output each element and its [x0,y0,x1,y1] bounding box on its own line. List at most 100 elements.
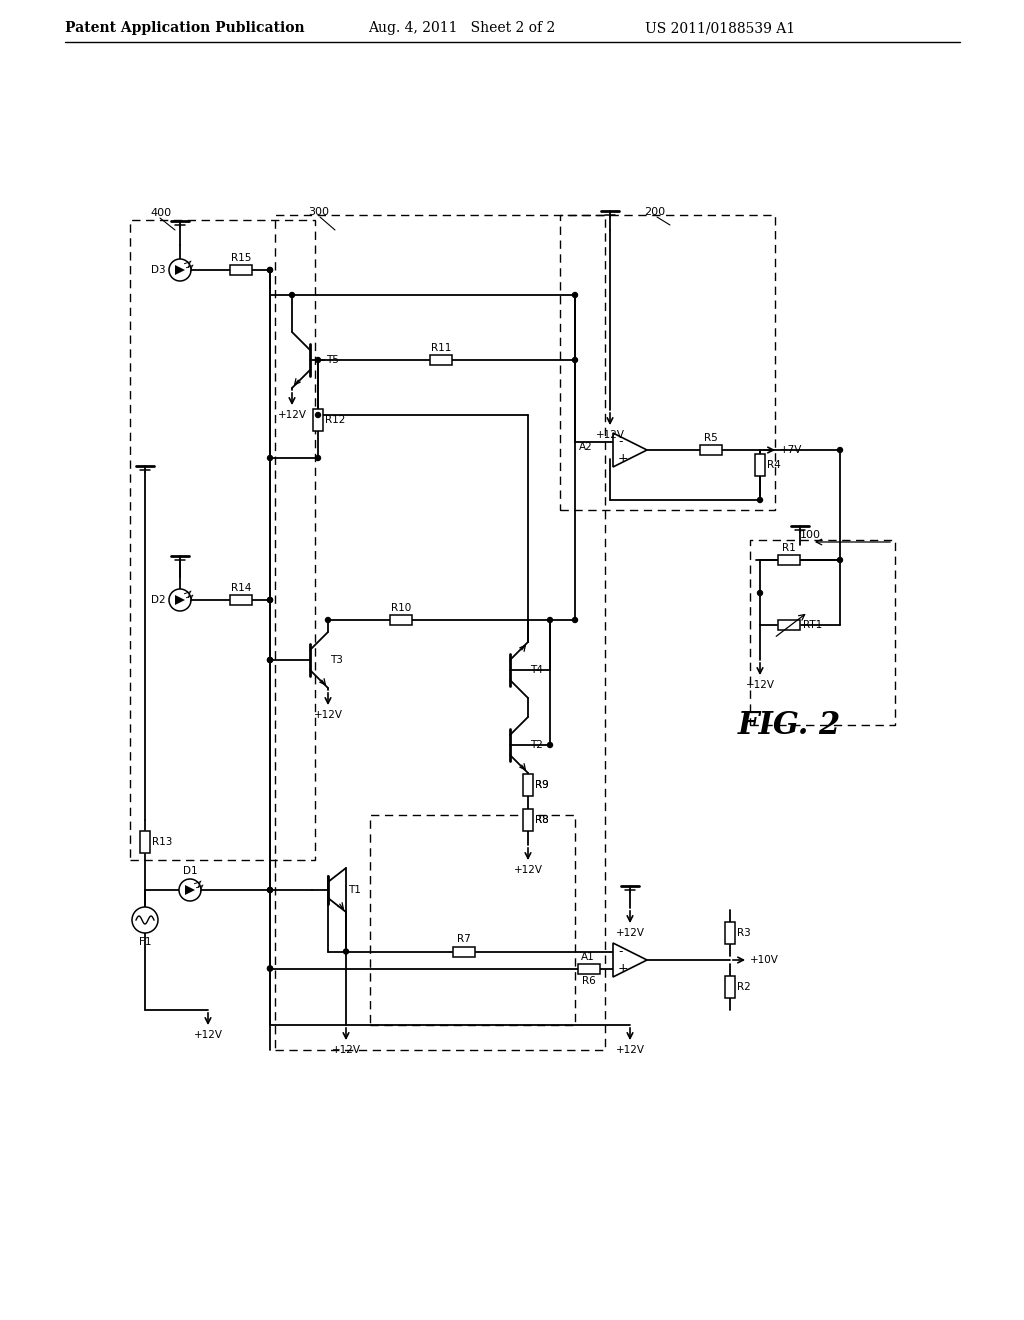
Bar [700,445,722,455]
Text: R15: R15 [230,253,251,263]
Circle shape [267,887,272,892]
Circle shape [838,447,843,453]
Circle shape [572,358,578,363]
Bar [725,975,735,998]
Polygon shape [613,433,647,467]
Text: 100: 100 [800,531,821,540]
Bar [578,964,600,974]
Circle shape [169,589,191,611]
Text: R1: R1 [782,543,796,553]
Circle shape [290,293,295,297]
Circle shape [315,358,321,363]
Text: -: - [618,436,623,447]
Text: FIG. 2: FIG. 2 [738,710,842,741]
Bar [778,620,800,630]
Circle shape [267,966,272,972]
Text: 400: 400 [150,209,171,218]
Text: +12V: +12V [615,928,644,939]
Bar [430,355,452,366]
Polygon shape [175,265,185,275]
Text: +12V: +12V [278,411,306,420]
Circle shape [548,742,553,747]
Text: R12: R12 [325,414,345,425]
Circle shape [315,455,321,461]
Text: A1: A1 [582,952,595,962]
Bar [230,265,252,275]
Text: +12V: +12V [513,865,543,875]
Circle shape [267,455,272,461]
Circle shape [838,557,843,562]
Bar [755,454,765,477]
Text: F1: F1 [138,937,152,946]
Circle shape [267,598,272,602]
Polygon shape [185,884,195,895]
Bar [523,809,534,832]
Bar [313,409,323,432]
Bar [725,921,735,944]
Circle shape [132,907,158,933]
Circle shape [267,268,272,272]
Text: A2: A2 [580,442,593,451]
Circle shape [267,268,272,272]
Circle shape [758,590,763,595]
Circle shape [758,498,763,503]
Text: -: - [618,945,623,958]
Bar [453,946,475,957]
Text: D3: D3 [152,265,166,275]
Text: R11: R11 [431,343,452,352]
Text: R8: R8 [535,814,549,825]
Text: +12V: +12V [596,430,625,440]
Text: +12V: +12V [194,1030,222,1040]
Text: R2: R2 [737,982,751,993]
Bar [560,215,775,510]
Circle shape [267,598,272,602]
Circle shape [572,618,578,623]
Text: 300: 300 [308,207,329,216]
Circle shape [267,657,272,663]
Text: 200: 200 [644,207,666,216]
Text: +: + [618,451,629,465]
Text: R13: R13 [152,837,172,847]
Text: +12V: +12V [745,680,774,690]
Text: Patent Application Publication: Patent Application Publication [65,21,304,36]
Circle shape [179,879,201,902]
Text: T3: T3 [330,655,343,665]
Text: D1: D1 [182,866,198,876]
Text: R9: R9 [535,780,549,789]
Polygon shape [175,595,185,605]
Text: T1: T1 [348,884,360,895]
Text: +12V: +12V [313,710,342,719]
Text: R10: R10 [391,603,411,612]
Bar [750,540,895,725]
Text: R8: R8 [535,814,549,825]
Text: RT1: RT1 [803,620,822,630]
Bar [370,814,575,1026]
Bar [523,774,534,796]
Circle shape [267,887,272,892]
Text: R7: R7 [457,935,471,945]
Text: R14: R14 [230,583,251,593]
Text: R3: R3 [737,928,751,939]
Text: Aug. 4, 2011   Sheet 2 of 2: Aug. 4, 2011 Sheet 2 of 2 [368,21,555,36]
Text: +: + [618,962,629,975]
Text: T4: T4 [530,665,543,675]
Text: +10V: +10V [750,954,779,965]
Circle shape [548,618,553,623]
Circle shape [572,293,578,297]
Text: +7V: +7V [780,445,803,455]
Bar [140,832,150,853]
Text: R9: R9 [535,780,549,789]
Circle shape [169,259,191,281]
Bar [130,220,315,861]
Circle shape [326,618,331,623]
Circle shape [343,949,348,954]
Text: R6: R6 [582,975,596,986]
Text: T5: T5 [326,355,339,366]
Circle shape [267,966,272,972]
Text: US 2011/0188539 A1: US 2011/0188539 A1 [645,21,795,36]
Circle shape [267,657,272,663]
Bar [230,595,252,605]
Text: R4: R4 [767,459,780,470]
Text: +12V: +12V [615,1045,644,1055]
Bar [275,215,605,1049]
